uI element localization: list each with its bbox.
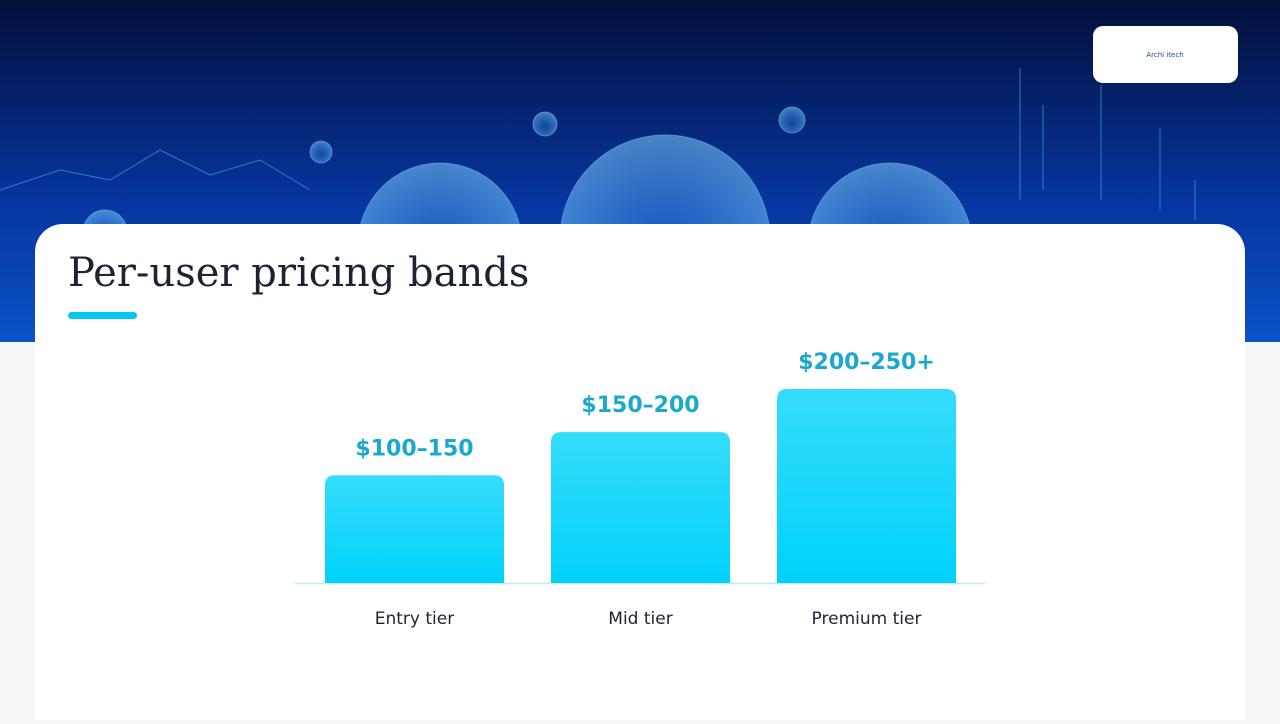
x-tick-label: Mid tier	[608, 609, 672, 629]
title-underline	[68, 312, 137, 319]
logo-box	[1093, 26, 1238, 83]
bar	[777, 389, 956, 583]
logo: Archi itech	[1146, 51, 1183, 59]
value-label: $100–150	[355, 436, 473, 461]
banner-lines	[0, 68, 1196, 220]
bar	[551, 432, 730, 583]
value-label: $200–250+	[798, 350, 935, 375]
x-tick-label: Entry tier	[375, 609, 454, 629]
value-label: $150–200	[581, 393, 699, 418]
x-tick-label: Premium tier	[812, 609, 922, 629]
chart-title: Per-user pricing bands	[68, 250, 529, 296]
bar	[325, 475, 504, 583]
